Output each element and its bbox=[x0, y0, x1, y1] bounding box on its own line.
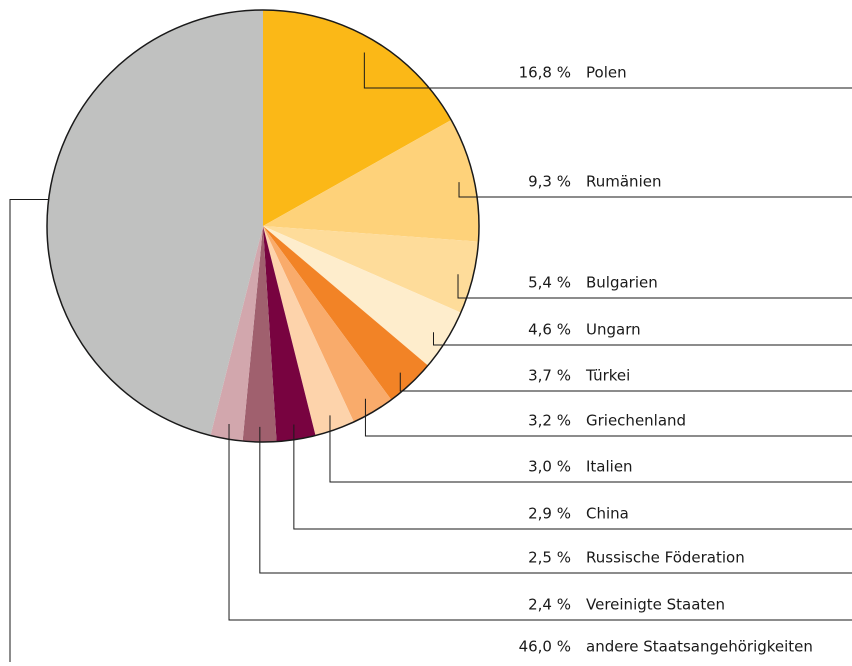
leader-line bbox=[363, 52, 852, 89]
value-label: 3,2 % bbox=[528, 412, 571, 430]
leader-line bbox=[259, 426, 852, 574]
pie-slice bbox=[263, 226, 461, 366]
pie-slice bbox=[263, 226, 316, 442]
value-label: 4,6 % bbox=[528, 321, 571, 339]
pie-slice bbox=[263, 226, 392, 422]
category-label: China bbox=[586, 505, 629, 523]
pie-slice bbox=[47, 10, 263, 436]
pie-slice bbox=[263, 226, 479, 313]
pie-slice bbox=[210, 226, 263, 442]
leader-line bbox=[432, 332, 852, 346]
leader-line bbox=[364, 398, 852, 437]
category-label: Türkei bbox=[585, 367, 630, 385]
leader-line bbox=[457, 274, 852, 299]
value-label: 2,9 % bbox=[528, 505, 571, 523]
value-label: 3,0 % bbox=[528, 458, 571, 476]
value-label: 5,4 % bbox=[528, 274, 571, 292]
leader-line bbox=[9, 199, 49, 662]
pie-outline bbox=[46, 9, 480, 443]
category-label: Polen bbox=[586, 64, 627, 82]
pie-slice bbox=[263, 10, 452, 226]
category-label: Griechenland bbox=[586, 412, 686, 430]
category-label: Rumänien bbox=[586, 173, 661, 191]
pie-slice bbox=[263, 226, 428, 400]
leader-line bbox=[399, 372, 852, 392]
value-label: 2,5 % bbox=[528, 549, 571, 567]
category-label: andere Staatsangehörigkeiten bbox=[586, 638, 813, 656]
pie-slice bbox=[242, 226, 277, 443]
value-label: 46,0 % bbox=[519, 638, 571, 656]
leader-line bbox=[329, 415, 852, 483]
value-label: 9,3 % bbox=[528, 173, 571, 191]
value-label: 16,8 % bbox=[519, 64, 571, 82]
pie-slice bbox=[263, 226, 354, 436]
category-label: Russische Föderation bbox=[586, 549, 745, 567]
leader-line bbox=[293, 424, 852, 530]
pie-slice bbox=[263, 119, 479, 242]
category-label: Italien bbox=[586, 458, 633, 476]
category-label: Vereinigte Staaten bbox=[586, 596, 725, 614]
category-label: Bulgarien bbox=[586, 274, 658, 292]
category-label: Ungarn bbox=[586, 321, 641, 339]
leader-line bbox=[458, 182, 852, 198]
value-label: 3,7 % bbox=[528, 367, 571, 385]
value-label: 2,4 % bbox=[528, 596, 571, 614]
leader-line bbox=[228, 423, 852, 621]
